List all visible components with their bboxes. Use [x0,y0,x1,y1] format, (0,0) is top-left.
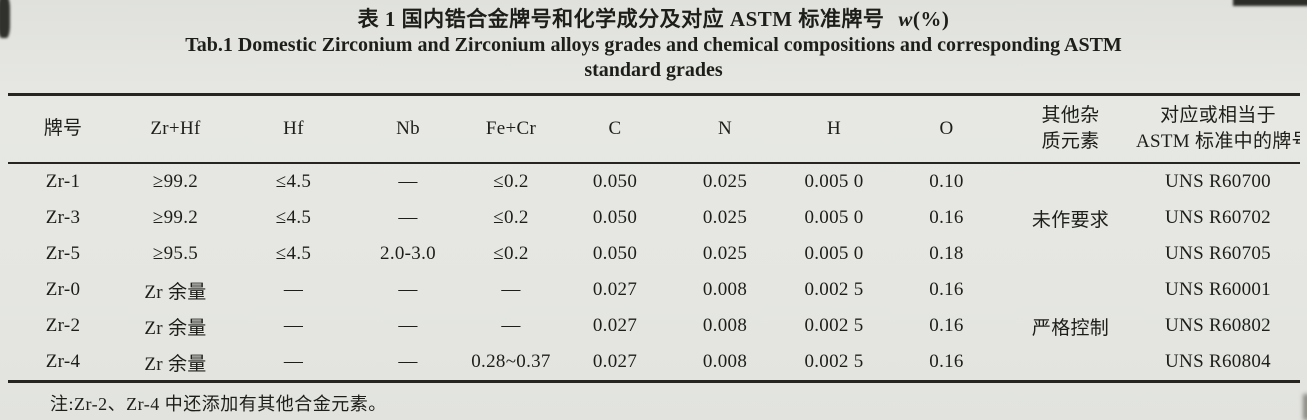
cell-h: 0.005 0 [804,171,864,192]
table-title-chinese-text: 表 1 国内锆合金牌号和化学成分及对应 ASTM 标准牌号 [357,7,885,31]
table-row: Zr-3 ≥99.2 ≤4.5 — ≤0.2 0.050 0.025 0.005… [8,200,1300,236]
cell-astm: UNS R60001 [1165,279,1271,300]
cell-zr-hf: Zr 余量 [144,353,207,375]
cell-nb: — [398,315,418,336]
cell-fe-cr: — [501,279,521,300]
cell-grade: Zr-5 [45,243,81,264]
table-footnote: 注:Zr-2、Zr-4 中还添加有其他合金元素。 [50,394,387,414]
cell-grade: Zr-1 [45,171,81,192]
col-header-zr-hf: Zr+Hf [118,94,233,164]
cell-astm: UNS R60804 [1165,351,1271,372]
table-row: Zr-1 ≥99.2 ≤4.5 — ≤0.2 0.050 0.025 0.005… [8,163,1300,231]
cell-c: 0.050 [592,171,638,192]
cell-grade: Zr-4 [45,351,81,372]
header-row: 牌号 Zr+Hf Hf Nb Fe+Cr C N H O 其他杂 质元素 对应或… [8,94,1300,164]
cell-astm: UNS R60705 [1165,243,1271,264]
cell-c: 0.027 [592,279,638,300]
cell-zr-hf: Zr 余量 [144,317,207,339]
cell-n: 0.025 [702,243,748,264]
cell-fe-cr: ≤0.2 [493,243,529,264]
col-header-n: N [670,94,780,164]
cell-grade: Zr-2 [45,315,81,336]
cell-n: 0.008 [702,279,748,300]
table-row: Zr-0 Zr 余量 — — — 0.027 0.008 0.002 5 0.1… [8,272,1300,339]
col-header-fe-cr: Fe+Cr [462,94,560,164]
cell-o: 0.16 [929,279,964,300]
cell-h: 0.002 5 [804,279,864,300]
mass-fraction-unit: w(%) [898,7,950,31]
cell-hf: — [283,351,304,372]
table-titles: 表 1 国内锆合金牌号和化学成分及对应 ASTM 标准牌号 w(%) Tab.1 … [0,5,1307,83]
cell-nb: — [398,207,418,228]
cell-grade: Zr-0 [45,279,81,300]
cell-zr-hf: ≥99.2 [152,207,199,228]
table-title-english-line1: Tab.1 Domestic Zirconium and Zirconium a… [185,34,1122,56]
cell-nb: — [398,171,418,192]
cell-hf: — [283,279,304,300]
table-row: Zr-5 ≥95.5 ≤4.5 2.0-3.0 ≤0.2 0.050 0.025… [8,236,1300,272]
cell-h: 0.002 5 [804,315,864,336]
cell-zr-hf: ≥99.2 [152,171,199,192]
cell-o: 0.16 [929,351,964,372]
cell-grade: Zr-3 [45,207,81,228]
cell-astm: UNS R60700 [1165,171,1271,192]
cell-nb: 2.0-3.0 [380,243,436,264]
table-title-chinese: 表 1 国内锆合金牌号和化学成分及对应 ASTM 标准牌号 w(%) [0,5,1307,33]
cell-fe-cr: 0.28~0.37 [471,351,551,372]
cell-o: 0.16 [929,315,964,336]
table-row: Zr-2 Zr 余量 — — — 0.027 0.008 0.002 5 0.1… [8,308,1300,344]
cell-impurity-group-strict-control: 严格控制 [1031,317,1110,339]
table-row: Zr-4 Zr 余量 — — 0.28~0.37 0.027 0.008 0.0… [8,344,1300,382]
cell-c: 0.027 [592,351,638,372]
cell-o: 0.16 [929,207,964,228]
cell-h: 0.005 0 [804,207,864,228]
cell-zr-hf: Zr 余量 [144,281,207,303]
col-header-astm-grade: 对应或相当于 ASTM 标准中的牌号 [1136,94,1300,164]
cell-fe-cr: ≤0.2 [493,171,529,192]
cell-zr-hf: ≥95.5 [152,243,199,264]
cell-o: 0.10 [929,171,964,192]
cell-hf: ≤4.5 [275,171,312,192]
cell-c: 0.050 [592,207,638,228]
cell-astm: UNS R60802 [1165,315,1271,336]
table-title-english-line2: standard grades [584,59,723,81]
cell-fe-cr: ≤0.2 [493,207,529,228]
cell-astm: UNS R60702 [1165,207,1271,228]
cell-hf: ≤4.5 [275,207,312,228]
cell-hf: ≤4.5 [275,243,312,264]
cell-impurity-group-not-required: 未作要求 [1031,209,1110,231]
cell-h: 0.002 5 [804,351,864,372]
cell-n: 0.025 [702,207,748,228]
col-header-o: O [888,94,1005,164]
cell-n: 0.008 [702,315,748,336]
cell-c: 0.027 [592,315,638,336]
col-header-other-impurities: 其他杂 质元素 [1005,94,1136,164]
cell-h: 0.005 0 [804,243,864,264]
cell-nb: — [398,351,418,372]
cell-n: 0.008 [702,351,748,372]
col-header-hf: Hf [233,94,354,164]
col-header-grade: 牌号 [8,94,118,164]
cell-n: 0.025 [702,171,748,192]
col-header-c: C [560,94,670,164]
col-header-nb: Nb [354,94,462,164]
alloy-composition-table: 牌号 Zr+Hf Hf Nb Fe+Cr C N H O 其他杂 质元素 对应或… [8,93,1300,383]
cell-o: 0.18 [929,243,964,264]
scan-artifact-right-edge [1303,394,1307,420]
cell-nb: — [398,279,418,300]
cell-fe-cr: — [501,315,521,336]
cell-c: 0.050 [592,243,638,264]
cell-hf: — [283,315,304,336]
col-header-h: H [780,94,888,164]
